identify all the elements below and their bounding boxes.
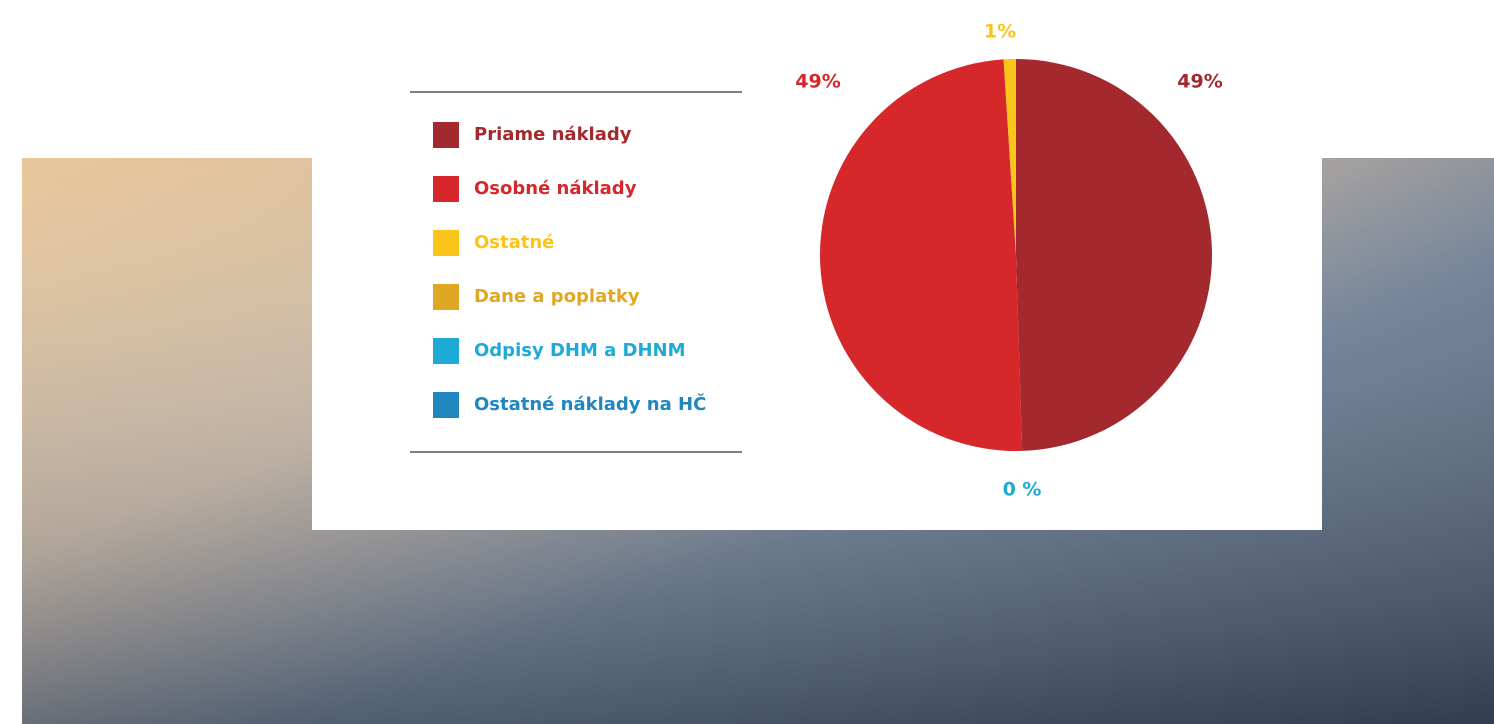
pie-slice (1016, 59, 1213, 451)
pie-slice (1003, 59, 1016, 255)
data-label: 1% (984, 21, 1016, 43)
legend-swatch (433, 122, 459, 148)
data-label: 49% (1177, 71, 1222, 93)
legend-label: Ostatné (474, 232, 554, 253)
legend-label: Odpisy DHM a DHNM (474, 340, 686, 361)
legend-swatch (433, 392, 459, 418)
data-label: 49% (795, 71, 840, 93)
legend-swatch (433, 338, 459, 364)
data-label: 0 % (1003, 479, 1042, 501)
pie-slice (819, 59, 1023, 452)
legend-swatch (433, 284, 459, 310)
legend-label: Dane a poplatky (474, 286, 640, 307)
legend-label: Priame náklady (474, 124, 632, 145)
legend-swatch (433, 176, 459, 202)
legend-swatch (433, 230, 459, 256)
legend-label: Osobné náklady (474, 178, 637, 199)
legend-label: Ostatné náklady na HČ (474, 393, 706, 415)
